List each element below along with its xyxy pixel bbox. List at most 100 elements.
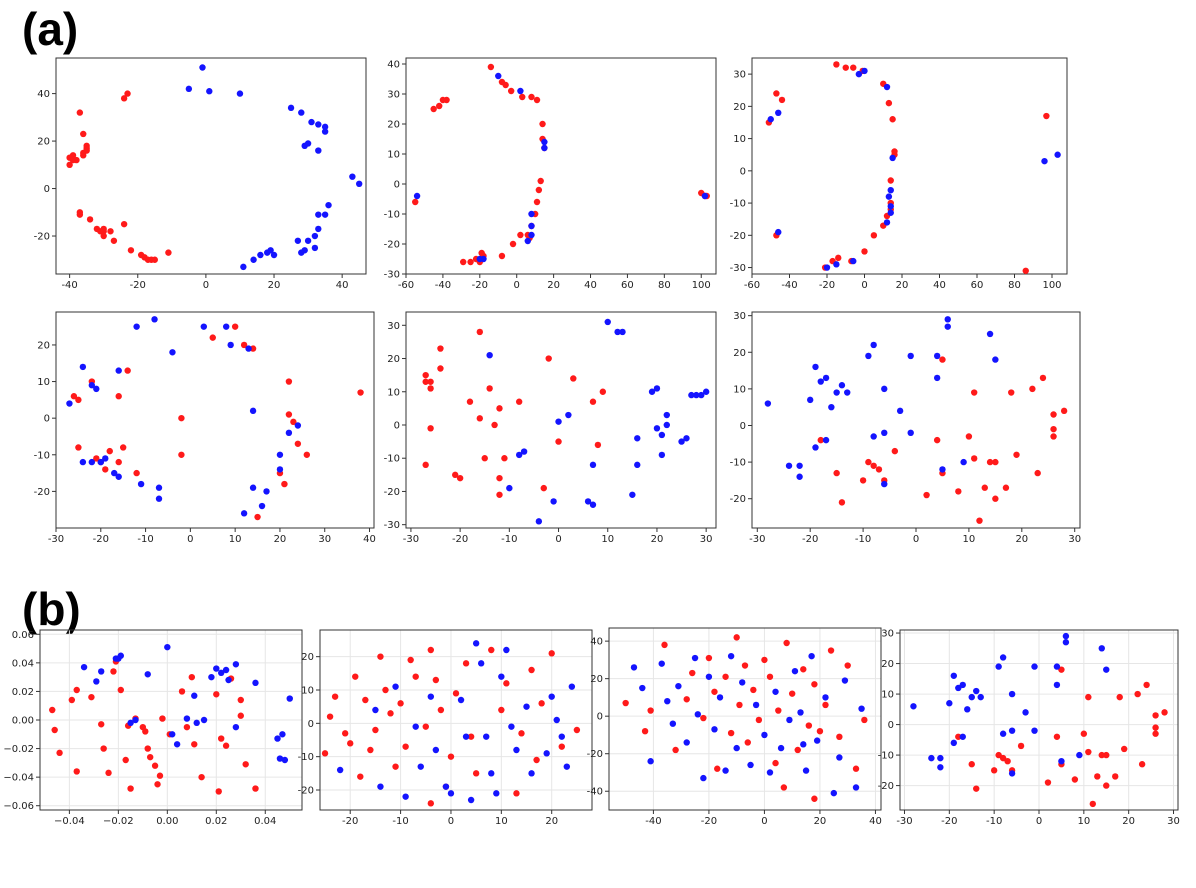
data-point-red (995, 751, 1002, 759)
data-point-blue (772, 688, 779, 695)
data-point-red (990, 767, 998, 774)
data-point-red (973, 785, 980, 792)
data-point-red (215, 788, 222, 795)
data-point-red (870, 462, 877, 469)
scatter-plot-a-5: -30 -20 -10 0 10 20 30 -30 -20 -10 0 10 20 30 (384, 311, 717, 545)
y-tick-label: 0 (44, 184, 50, 195)
data-point-blue (648, 388, 656, 395)
data-point-red (1060, 407, 1068, 415)
data-point-red (237, 712, 244, 719)
y-tick-label: 30 (733, 70, 746, 81)
data-point-blue (933, 352, 941, 360)
data-point-red (887, 177, 894, 184)
panel-label-a: (a) (22, 3, 79, 55)
data-point-blue (528, 210, 535, 218)
data-point-blue (249, 484, 257, 491)
data-point-red (127, 785, 134, 792)
data-point-blue (950, 672, 958, 679)
data-point-blue (193, 719, 200, 727)
data-point-blue (802, 767, 810, 774)
data-point-red (783, 639, 790, 647)
data-point-red (285, 378, 293, 385)
x-tick-label: 10 (229, 534, 242, 545)
data-point-red (51, 726, 58, 734)
plot-frame (55, 57, 367, 275)
x-tick-label: 80 (1008, 280, 1021, 291)
x-tick-label: 0 (913, 534, 919, 545)
y-tick-label: 0 (308, 719, 314, 730)
data-point-red (183, 723, 191, 731)
x-tick-label: 40 (584, 280, 597, 291)
data-point-blue (796, 473, 803, 480)
data-point-red (144, 745, 151, 752)
data-point-red (822, 701, 829, 709)
data-point-blue (225, 676, 232, 684)
data-point-red (372, 726, 379, 734)
y-tick-label: 40 (590, 637, 603, 648)
x-tick-label: -40 (435, 280, 451, 291)
data-point-blue (240, 263, 247, 271)
data-point-blue (523, 703, 530, 710)
data-point-red (49, 706, 56, 714)
data-point-red (56, 749, 63, 757)
data-point-red (545, 355, 552, 362)
data-point-blue (112, 655, 120, 662)
data-point-red (778, 96, 786, 104)
data-point-blue (937, 754, 944, 762)
data-point-red (254, 513, 261, 521)
data-point-red (1008, 389, 1015, 396)
data-point-blue (865, 352, 872, 360)
data-point-red (242, 761, 249, 768)
data-point-red (503, 680, 510, 687)
data-point-red (110, 237, 118, 244)
data-point-red (151, 762, 159, 769)
data-point-red (800, 666, 807, 673)
data-point-red (466, 398, 474, 405)
y-tick-label: 0 (597, 712, 603, 723)
x-tick-label: 60 (621, 280, 634, 291)
y-tick-label: 0 (740, 421, 746, 432)
data-point-red (968, 761, 975, 768)
data-point-red (1089, 800, 1097, 808)
y-tick-label: -20 (34, 232, 50, 243)
data-point-blue (151, 316, 158, 323)
x-tick-label: 0 (1036, 816, 1042, 827)
data-point-blue (691, 654, 699, 662)
data-point-red (1085, 748, 1092, 756)
data-point-red (100, 232, 107, 240)
data-point-red (865, 458, 872, 466)
data-point-blue (568, 683, 576, 690)
data-point-blue (658, 451, 666, 459)
data-point-blue (693, 391, 700, 399)
data-point-blue (775, 228, 782, 236)
data-point-blue (1022, 709, 1029, 716)
data-point-red (352, 673, 359, 680)
data-point-blue (558, 733, 565, 740)
data-point-red (939, 356, 946, 363)
data-point-red (535, 186, 543, 194)
x-tick-label: -60 (744, 280, 760, 291)
data-point-blue (311, 232, 319, 240)
x-tick-label: -20 (701, 816, 717, 827)
data-point-blue (767, 116, 774, 123)
data-point-red (714, 765, 721, 772)
x-tick-label: 60 (971, 280, 984, 291)
data-point-red (744, 739, 751, 746)
data-point-blue (722, 767, 729, 774)
data-point-blue (823, 264, 831, 271)
data-point-red (859, 477, 867, 484)
data-point-blue (1041, 157, 1048, 165)
data-point-blue (169, 349, 176, 356)
y-tick-label: -10 (384, 210, 400, 221)
data-point-blue (506, 484, 513, 492)
data-point-blue (476, 255, 484, 263)
data-point-blue (881, 429, 888, 437)
data-point-red (133, 469, 140, 477)
data-point-red (838, 499, 846, 506)
data-point-red (303, 451, 311, 458)
data-point-blue (541, 138, 548, 146)
y-tick-label: -30 (730, 263, 746, 274)
data-point-red (1022, 267, 1029, 274)
data-point-red (1002, 484, 1010, 491)
data-point-red (515, 398, 523, 405)
